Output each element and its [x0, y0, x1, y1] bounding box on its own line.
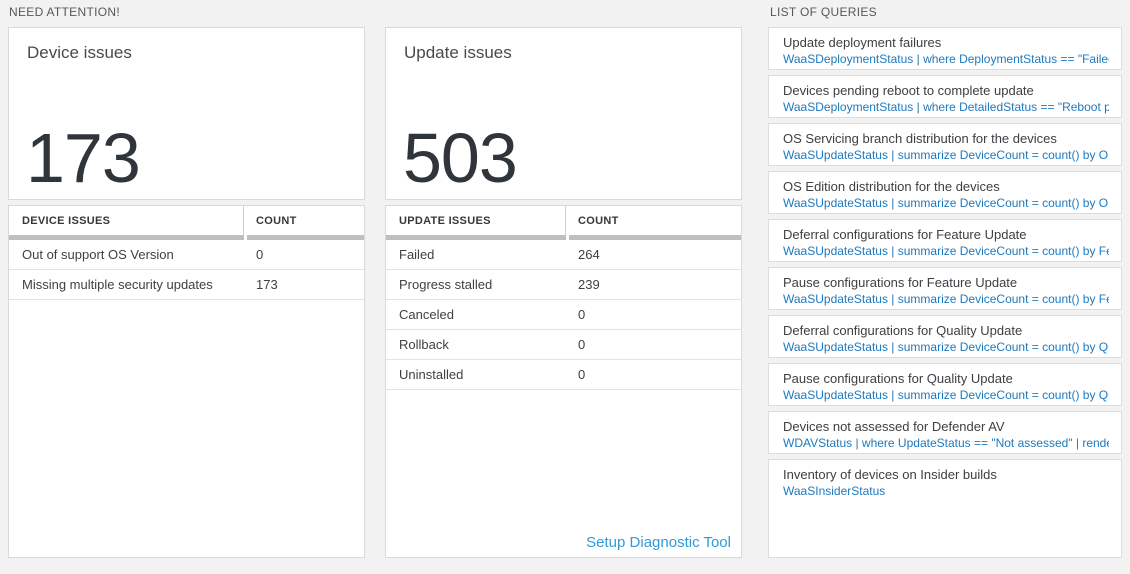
device-issues-title: Device issues [27, 43, 132, 62]
update-issues-title: Update issues [404, 43, 512, 62]
query-text: WDAVStatus | where UpdateStatus == "Not … [783, 436, 1109, 450]
query-title: OS Servicing branch distribution for the… [783, 131, 1057, 146]
query-title: Pause configurations for Feature Update [783, 275, 1018, 290]
row-label: Uninstalled [399, 367, 464, 382]
device-table-header-bar [9, 235, 364, 240]
device-table-header-count: COUNT [256, 214, 297, 227]
query-item[interactable]: OS Servicing branch distribution for the… [768, 123, 1122, 166]
update-table-header-bar [386, 235, 741, 240]
row-label: Canceled [399, 307, 454, 322]
query-item[interactable]: Deferral configurations for Feature Upda… [768, 219, 1122, 262]
query-item[interactable]: Devices pending reboot to complete updat… [768, 75, 1122, 118]
setup-diagnostic-tool-link[interactable]: Setup Diagnostic Tool [586, 534, 731, 551]
device-issues-count: 173 [26, 118, 141, 197]
query-text: WaaSUpdateStatus | summarize DeviceCount… [783, 244, 1109, 258]
query-text: WaaSDeploymentStatus | where DeploymentS… [783, 52, 1109, 66]
row-label: Out of support OS Version [22, 247, 174, 262]
update-issues-table: UPDATE ISSUES COUNT Failed 264 Progress … [385, 205, 742, 558]
query-item[interactable]: Devices not assessed for Defender AV WDA… [768, 411, 1122, 454]
table-row[interactable]: Canceled 0 [386, 300, 741, 330]
query-item[interactable]: Deferral configurations for Quality Upda… [768, 315, 1122, 358]
update-table-header-issues: UPDATE ISSUES [386, 206, 566, 235]
table-row[interactable]: Uninstalled 0 [386, 360, 741, 390]
query-text: WaaSUpdateStatus | summarize DeviceCount… [783, 388, 1109, 402]
row-count: 0 [578, 307, 586, 322]
row-count: 239 [578, 277, 600, 292]
query-title: Devices not assessed for Defender AV [783, 419, 1005, 434]
update-issues-count: 503 [403, 118, 518, 197]
query-text: WaaSDeploymentStatus | where DetailedSta… [783, 100, 1109, 114]
query-title: Devices pending reboot to complete updat… [783, 83, 1034, 98]
row-label: Failed [399, 247, 435, 262]
query-title: Deferral configurations for Feature Upda… [783, 227, 1027, 242]
row-count: 264 [578, 247, 600, 262]
update-issues-tile[interactable]: Update issues 503 [385, 27, 742, 200]
query-text: WaaSInsiderStatus [783, 484, 886, 498]
row-label: Progress stalled [399, 277, 493, 292]
device-table-header: DEVICE ISSUES COUNT [9, 206, 364, 235]
query-text: WaaSUpdateStatus | summarize DeviceCount… [783, 196, 1109, 210]
query-item[interactable]: Update deployment failures WaaSDeploymen… [768, 27, 1122, 70]
query-text: WaaSUpdateStatus | summarize DeviceCount… [783, 340, 1109, 354]
query-title: OS Edition distribution for the devices [783, 179, 1000, 194]
update-table-header: UPDATE ISSUES COUNT [386, 206, 741, 235]
need-attention-section-label: NEED ATTENTION! [9, 5, 120, 19]
row-label: Rollback [399, 337, 449, 352]
query-title: Inventory of devices on Insider builds [783, 467, 997, 482]
query-title: Update deployment failures [783, 35, 942, 50]
query-item[interactable]: Inventory of devices on Insider builds W… [768, 459, 1122, 558]
list-of-queries-section-label: LIST OF QUERIES [770, 5, 877, 19]
query-item[interactable]: Pause configurations for Quality Update … [768, 363, 1122, 406]
table-row[interactable]: Rollback 0 [386, 330, 741, 360]
device-table-header-issues: DEVICE ISSUES [9, 206, 244, 235]
query-title: Deferral configurations for Quality Upda… [783, 323, 1023, 338]
update-table-header-count: COUNT [578, 214, 619, 227]
row-count: 0 [256, 247, 264, 262]
table-row[interactable]: Progress stalled 239 [386, 270, 741, 300]
table-row[interactable]: Missing multiple security updates 173 [9, 270, 364, 300]
row-label: Missing multiple security updates [22, 277, 213, 292]
device-issues-table: DEVICE ISSUES COUNT Out of support OS Ve… [8, 205, 365, 558]
query-title: Pause configurations for Quality Update [783, 371, 1013, 386]
table-row[interactable]: Out of support OS Version 0 [9, 240, 364, 270]
query-text: WaaSUpdateStatus | summarize DeviceCount… [783, 148, 1109, 162]
query-item[interactable]: Pause configurations for Feature Update … [768, 267, 1122, 310]
row-count: 0 [578, 337, 586, 352]
table-row[interactable]: Failed 264 [386, 240, 741, 270]
row-count: 173 [256, 277, 278, 292]
query-text: WaaSUpdateStatus | summarize DeviceCount… [783, 292, 1109, 306]
query-item[interactable]: OS Edition distribution for the devices … [768, 171, 1122, 214]
row-count: 0 [578, 367, 586, 382]
query-list: Update deployment failures WaaSDeploymen… [768, 27, 1122, 558]
device-issues-tile[interactable]: Device issues 173 [8, 27, 365, 200]
